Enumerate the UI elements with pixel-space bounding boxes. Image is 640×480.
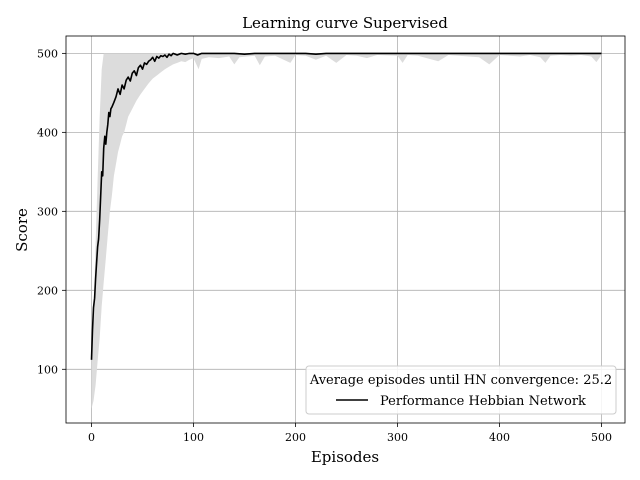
grid xyxy=(66,36,625,423)
x-ticks: 0 100 200 300 400 500 xyxy=(88,423,612,444)
y-tick-label: 400 xyxy=(37,126,58,139)
x-tick-label: 100 xyxy=(183,431,204,444)
band-area xyxy=(91,53,602,409)
y-tick-label: 100 xyxy=(37,363,58,376)
y-tick-label: 300 xyxy=(37,205,58,218)
y-axis-label: Score xyxy=(13,208,31,252)
plot-frame xyxy=(65,35,626,424)
x-tick-label: 200 xyxy=(285,431,306,444)
legend-series-label: Performance Hebbian Network xyxy=(380,394,586,409)
chart-title: Learning curve Supervised xyxy=(242,14,448,32)
legend: Average episodes until HN convergence: 2… xyxy=(305,365,617,415)
legend-title: Average episodes until HN convergence: 2… xyxy=(309,373,612,388)
x-tick-label: 300 xyxy=(387,431,408,444)
y-ticks: 100 200 300 400 500 xyxy=(37,47,66,376)
x-tick-label: 0 xyxy=(88,431,95,444)
x-axis-label: Episodes xyxy=(311,448,379,466)
x-tick-label: 400 xyxy=(489,431,510,444)
y-tick-label: 200 xyxy=(37,284,58,297)
series-lines xyxy=(90,52,602,360)
series-line-hebbian-network xyxy=(90,52,602,360)
x-tick-label: 500 xyxy=(591,431,612,444)
confidence-band xyxy=(91,53,602,409)
y-tick-label: 500 xyxy=(37,47,58,60)
legend-box xyxy=(305,365,617,415)
